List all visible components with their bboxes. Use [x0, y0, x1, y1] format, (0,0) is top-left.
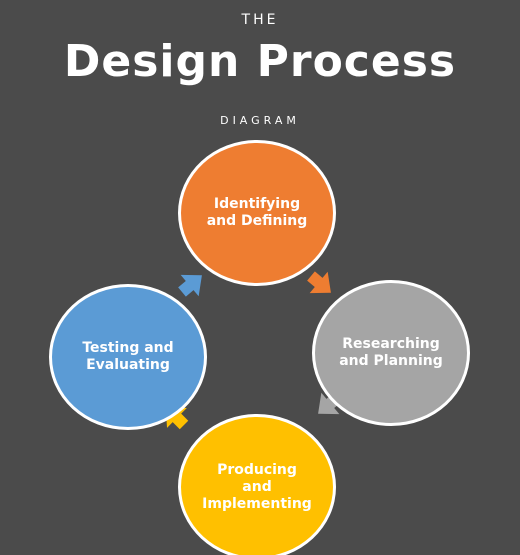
- arrow-testing-to-identifying: [178, 274, 202, 297]
- node-researching-and-planning: Researching and Planning: [312, 280, 470, 426]
- node-label: Researching and Planning: [339, 336, 443, 369]
- node-testing-and-evaluating: Testing and Evaluating: [49, 284, 207, 430]
- pre-title: THE: [241, 12, 279, 28]
- sub-title: DIAGRAM: [220, 114, 300, 127]
- node-label: Identifying and Defining: [206, 196, 308, 229]
- page-title: Design Process: [63, 36, 457, 87]
- node-label: Producing and Implementing: [202, 461, 312, 512]
- node-identifying-and-defining: Identifying and Defining: [178, 140, 336, 286]
- arrow-identifying-to-researching: [307, 271, 331, 294]
- node-label: Testing and Evaluating: [82, 340, 174, 373]
- node-producing-and-implementing: Producing and Implementing: [178, 414, 336, 555]
